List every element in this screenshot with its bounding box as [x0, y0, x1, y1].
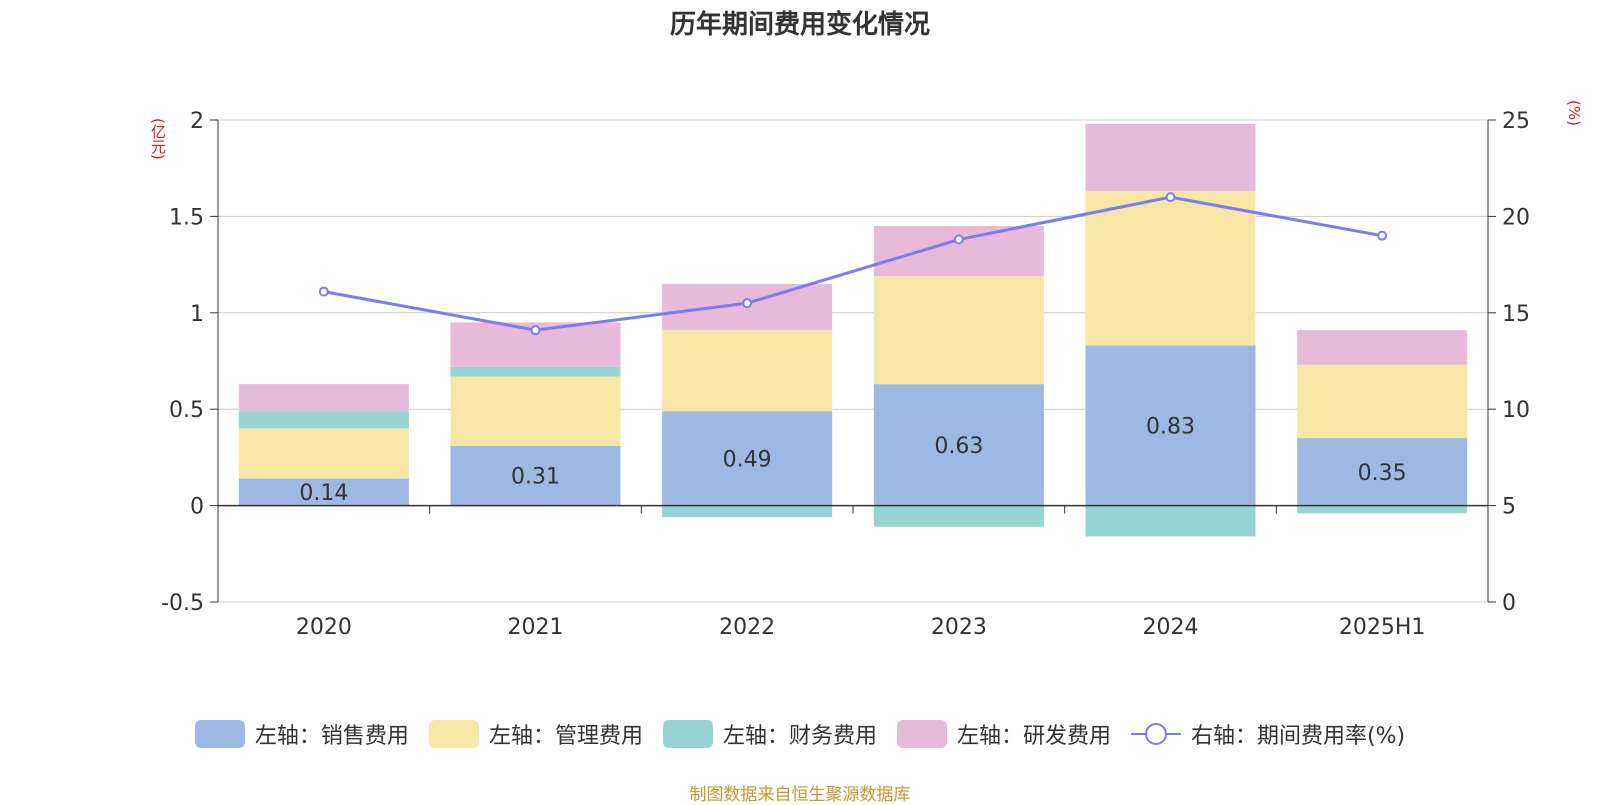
- bar-segment-2-2025H1: [1297, 364, 1468, 439]
- bar-segment-2-2022: [662, 330, 833, 412]
- bar-segment-3-2022: [662, 505, 833, 518]
- x-axis-tick-label: 2025H1: [1339, 615, 1426, 640]
- bar-segment-3-2020: [238, 411, 409, 429]
- right-axis-tick-label: 5: [1502, 495, 1516, 520]
- bar-segment-4-2020: [238, 384, 409, 412]
- x-axis-tick-label: 2022: [719, 615, 775, 640]
- legend-line-marker-icon: [1130, 720, 1181, 748]
- bar-segment-2-2024: [1085, 191, 1256, 346]
- legend-item-finance[interactable]: 左轴：财务费用: [662, 718, 877, 750]
- left-axis-tick-label: 1: [190, 302, 204, 327]
- right-axis-tick-label: 15: [1502, 302, 1530, 327]
- right-axis-tick-label: 0: [1502, 591, 1516, 616]
- bar-segment-4-2025H1: [1297, 330, 1468, 365]
- bar-segment-4-2024: [1085, 123, 1256, 192]
- legend-label-expense-ratio: 右轴：期间费用率(%): [1190, 724, 1406, 749]
- legend-label-rnd: 左轴：研发费用: [956, 724, 1111, 749]
- legend-swatch-sales: [194, 720, 245, 748]
- left-axis-tick-label: 0.5: [169, 398, 204, 423]
- bar-segment-3-2021: [450, 366, 621, 377]
- bar-segment-1-2020: [238, 478, 409, 506]
- right-axis-unit: (%): [1565, 100, 1583, 126]
- bar-segment-1-2023: [873, 384, 1044, 506]
- data-label: 0.83: [1146, 415, 1195, 440]
- left-axis-tick-label: 1.5: [169, 205, 204, 230]
- data-label: 0.31: [511, 465, 560, 490]
- data-label: 0.49: [723, 447, 772, 472]
- bar-segment-2-2020: [238, 428, 409, 479]
- expense-ratio-point: [1377, 230, 1388, 241]
- bar-segment-1-2024: [1085, 345, 1256, 506]
- right-axis-tick-label: 25: [1502, 109, 1530, 134]
- expense-ratio-point: [742, 298, 753, 309]
- legend-swatch-rnd: [896, 720, 947, 748]
- x-axis-tick-label: 2021: [508, 615, 564, 640]
- bar-segment-1-2022: [662, 411, 833, 506]
- bar-segment-2-2021: [450, 376, 621, 446]
- data-label: 0.14: [299, 481, 348, 506]
- bar-segment-4-2023: [873, 226, 1044, 277]
- x-axis-tick-label: 2023: [931, 615, 987, 640]
- bar-segment-1-2025H1: [1297, 438, 1468, 506]
- bar-segment-3-2023: [873, 505, 1044, 527]
- expense-ratio-point: [530, 325, 541, 336]
- bar-segment-3-2024: [1085, 505, 1256, 537]
- x-axis-tick-label: 2024: [1143, 615, 1199, 640]
- right-axis-tick-label: 20: [1502, 205, 1530, 230]
- left-axis-unit: (亿元): [149, 118, 167, 160]
- data-source-note: 制图数据来自恒生聚源数据库: [689, 785, 911, 805]
- legend-swatch-finance: [662, 720, 713, 748]
- legend-label-finance: 左轴：财务费用: [722, 724, 877, 749]
- legend-item-expense-ratio[interactable]: 右轴：期间费用率(%): [1130, 718, 1406, 750]
- legend-label-sales: 左轴：销售费用: [254, 724, 409, 749]
- chart-legend: 左轴：销售费用 左轴：管理费用 左轴：财务费用 左轴：研发费用 右轴：期间费用率…: [0, 718, 1600, 750]
- data-label: 0.63: [934, 434, 983, 459]
- legend-item-sales[interactable]: 左轴：销售费用: [194, 718, 409, 750]
- expense-ratio-point: [1165, 192, 1176, 203]
- data-label: 0.35: [1358, 461, 1407, 486]
- chart-title: 历年期间费用变化情况: [669, 10, 930, 40]
- expense-ratio-line: [323, 195, 1383, 332]
- left-axis-tick-label: 2: [190, 109, 204, 134]
- legend-swatch-admin: [428, 720, 479, 748]
- expense-ratio-point: [953, 234, 964, 245]
- left-axis-tick-label: 0: [190, 495, 204, 520]
- legend-label-admin: 左轴：管理费用: [488, 724, 643, 749]
- bar-segment-2-2023: [873, 276, 1044, 385]
- bar-segment-1-2021: [450, 445, 621, 506]
- legend-item-admin[interactable]: 左轴：管理费用: [428, 718, 643, 750]
- expense-ratio-point: [318, 286, 329, 297]
- right-axis-tick-label: 10: [1502, 398, 1530, 423]
- legend-item-rnd[interactable]: 左轴：研发费用: [896, 718, 1111, 750]
- bar-segment-3-2025H1: [1297, 505, 1468, 514]
- x-axis-tick-label: 2020: [296, 615, 352, 640]
- left-axis-tick-label: -0.5: [161, 591, 204, 616]
